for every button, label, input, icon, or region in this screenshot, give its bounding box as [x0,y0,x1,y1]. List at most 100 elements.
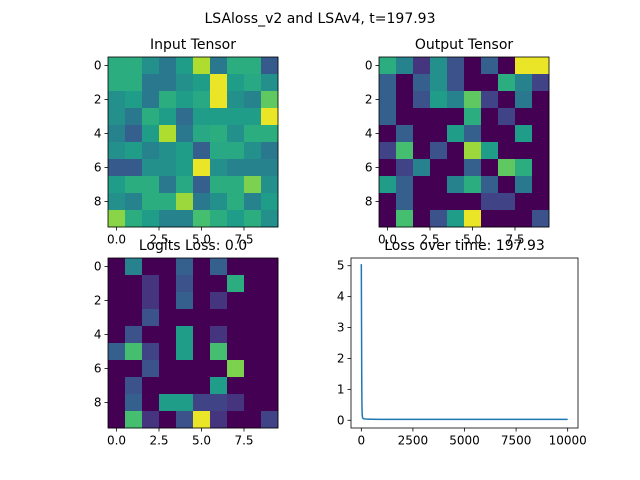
heatmap-cell [193,377,211,395]
heatmap-cell [125,159,143,177]
heatmap-cell [227,411,245,429]
heatmap-cell [244,326,262,344]
heatmap-cell [142,210,160,228]
heatmap-cell [193,258,211,276]
heatmap-cell [210,326,228,344]
heatmap-cell [108,258,126,276]
heatmap-cell [142,360,160,378]
heatmap-cell [108,142,126,160]
heatmap-cell [532,91,550,109]
heatmap-cell [159,142,177,160]
heatmap-cell [464,193,482,211]
heatmap-cell [176,377,194,395]
heatmap-cell [125,108,143,126]
heatmap-cell [125,176,143,194]
heatmap-cell [396,91,414,109]
heatmap-cell [464,108,482,126]
heatmap-cell [142,176,160,194]
heatmap-cell [498,57,516,75]
heatmap-cell [210,159,228,177]
heatmap-cell [430,74,448,92]
heatmap-cell [227,343,245,361]
heatmap-cell [515,176,533,194]
heatmap-cell [227,91,245,109]
heatmap-cell [464,125,482,143]
heatmap-cell [193,360,211,378]
heatmap-cell [261,292,279,310]
heatmap-cell [125,394,143,412]
heatmap-cell [176,394,194,412]
heatmap-cell [396,125,414,143]
heatmap-cell [176,142,194,160]
heatmap-cell [125,258,143,276]
heatmap-cell [193,142,211,160]
heatmap-cell [413,108,431,126]
heatmap-cell [142,326,160,344]
heatmap-cell [108,176,126,194]
heatmap-cell [261,57,279,75]
heatmap-cell [413,210,431,228]
heatmap-cell [464,210,482,228]
heatmap-cell [396,74,414,92]
heatmap-cell [244,360,262,378]
heatmap-cell [379,125,397,143]
heatmap-cell [447,125,465,143]
heatmap-cell [193,125,211,143]
heatmap-cell [193,292,211,310]
heatmap-cell [396,193,414,211]
heatmap-cell [532,57,550,75]
heatmap-cell [159,394,177,412]
heatmap-cell [210,210,228,228]
heatmap-cell [159,125,177,143]
heatmap-cell [532,210,550,228]
heatmap-cell [193,411,211,429]
heatmap-cell [227,74,245,92]
heatmap-cell [108,91,126,109]
heatmap-cell [396,159,414,177]
y-tick-label: 4 [94,127,102,141]
heatmap-cell [142,411,160,429]
heatmap-cell [227,210,245,228]
loss-series-line-0 [360,264,568,421]
heatmap-cell [108,125,126,143]
heatmap-cell [515,159,533,177]
heatmap-cell [210,394,228,412]
heatmap-cell [481,57,499,75]
panel-2-title: Logits Loss: 0.0 [139,238,247,254]
heatmap-cell [498,176,516,194]
y-tick-label: 2 [337,351,345,365]
heatmap-cell [481,91,499,109]
x-tick-label: 2500 [398,434,429,448]
heatmap-cell [125,142,143,160]
heatmap-cell [108,210,126,228]
y-tick-label: 6 [94,161,102,175]
heatmap-cell [447,210,465,228]
heatmap-cell [430,142,448,160]
heatmap-cell [515,91,533,109]
heatmap-cell [176,74,194,92]
heatmap-cell [261,74,279,92]
heatmap-cell [108,57,126,75]
heatmap-cell [261,91,279,109]
heatmap-cell [159,292,177,310]
heatmap-cell [498,91,516,109]
heatmap-cell [447,91,465,109]
heatmap-cell [379,176,397,194]
heatmap-cell [108,275,126,293]
x-tick-label: 5.0 [192,233,211,247]
heatmap-cell [532,193,550,211]
heatmap-cell [176,309,194,327]
heatmap-cell [261,326,279,344]
heatmap-cell [176,210,194,228]
x-tick-label: 7500 [501,434,532,448]
heatmap-cell [108,360,126,378]
heatmap-cell [447,108,465,126]
heatmap-cell [210,176,228,194]
heatmap-cell [447,142,465,160]
heatmap-cell [244,258,262,276]
x-tick-label: 7.5 [234,434,253,448]
heatmap-cell [108,159,126,177]
heatmap-cell [244,125,262,143]
heatmap-cell [125,309,143,327]
